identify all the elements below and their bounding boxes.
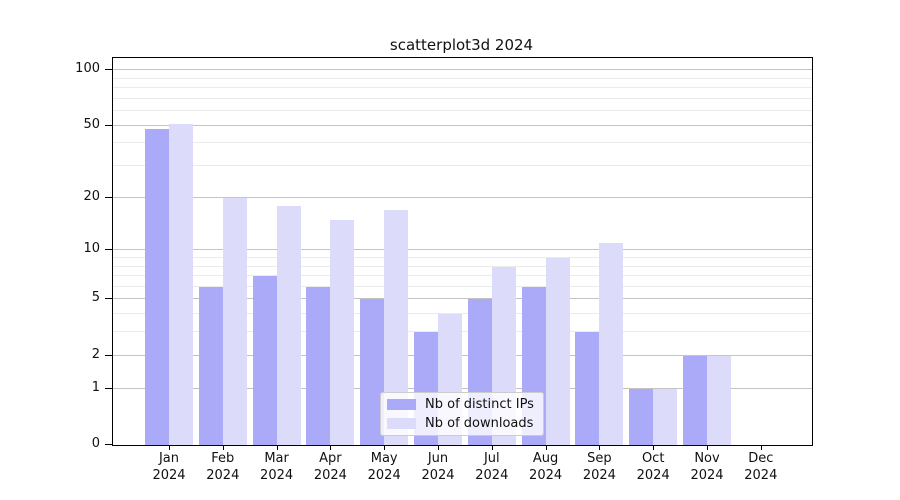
- gridline-major: [113, 249, 812, 251]
- y-tick-label: 5: [91, 290, 100, 306]
- bar-distinct-ips-nov: [683, 355, 707, 445]
- x-tick-label: May 2024: [367, 451, 401, 483]
- x-tick-mark: [330, 445, 332, 450]
- y-tick-mark: [105, 387, 112, 389]
- gridline-minor: [113, 313, 812, 315]
- bar-downloads-nov: [707, 355, 731, 445]
- x-tick-label: Apr 2024: [313, 451, 347, 483]
- legend: Nb of distinct IPs Nb of downloads: [380, 392, 544, 436]
- y-tick-label: 0: [91, 436, 100, 451]
- bar-downloads-aug: [545, 257, 570, 445]
- x-tick-label: Jul 2024: [475, 451, 509, 483]
- x-tick-label: Aug 2024: [529, 451, 563, 483]
- gridline-minor: [113, 87, 812, 89]
- y-tick-mark: [105, 69, 112, 71]
- bar-distinct-ips-feb: [198, 286, 223, 445]
- gridline-major: [113, 387, 812, 389]
- bar-downloads-oct: [653, 388, 678, 445]
- x-tick-mark: [653, 445, 655, 450]
- y-tick-mark: [105, 249, 112, 251]
- legend-entry-downloads: Nb of downloads: [387, 416, 543, 431]
- x-tick-mark: [384, 445, 386, 450]
- bar-distinct-ips-oct: [629, 388, 654, 445]
- x-tick-label: Jan 2024: [152, 451, 186, 483]
- x-tick-mark: [491, 445, 493, 450]
- gridline-major: [113, 69, 812, 71]
- x-tick-mark: [599, 445, 601, 450]
- gridline-major: [113, 124, 812, 126]
- x-tick-label: Dec 2024: [744, 451, 778, 483]
- bar-downloads-sep: [599, 243, 624, 445]
- y-tick-label: 100: [75, 61, 100, 77]
- x-tick-label: Nov 2024: [690, 451, 724, 483]
- gridline-minor: [113, 110, 812, 112]
- x-tick-mark: [438, 445, 439, 450]
- gridline-minor: [113, 77, 812, 79]
- bar-distinct-ips-jan: [145, 128, 169, 445]
- x-tick-label: Feb 2024: [206, 451, 240, 483]
- legend-swatch-distinct-ips: [387, 399, 416, 410]
- gridline-minor: [113, 331, 812, 333]
- y-tick-label: 2: [91, 346, 100, 362]
- x-tick-label: Sep 2024: [582, 451, 616, 483]
- gridline-minor: [113, 265, 812, 267]
- plot-area: [112, 57, 813, 446]
- bar-distinct-ips-sep: [575, 332, 600, 445]
- bar-distinct-ips-apr: [306, 286, 331, 445]
- chart-title: scatterplot3d 2024: [389, 36, 534, 54]
- bar-downloads-feb: [222, 197, 247, 445]
- gridline-major: [113, 298, 812, 300]
- y-tick-mark: [105, 354, 112, 356]
- x-tick-mark: [169, 445, 170, 450]
- x-tick-mark: [276, 445, 278, 450]
- legend-entry-distinct-ips: Nb of distinct IPs: [387, 397, 543, 412]
- bar-downloads-apr: [330, 219, 355, 445]
- gridline-minor: [113, 275, 812, 277]
- gridline-minor: [113, 285, 812, 287]
- y-tick-mark: [105, 298, 112, 300]
- y-tick-label: 50: [83, 116, 100, 132]
- legend-swatch-downloads: [387, 418, 416, 429]
- x-tick-mark: [760, 445, 762, 450]
- x-tick-mark: [707, 445, 708, 450]
- y-tick-label: 20: [83, 188, 100, 204]
- x-tick-label: Oct 2024: [636, 451, 670, 483]
- y-tick-label: 1: [91, 379, 100, 395]
- legend-label-distinct-ips: Nb of distinct IPs: [425, 397, 534, 412]
- x-tick-label: Mar 2024: [260, 451, 294, 483]
- gridline-major: [113, 354, 812, 356]
- y-tick-mark: [105, 444, 112, 445]
- y-tick-mark: [105, 124, 112, 126]
- bar-downloads-jan: [169, 124, 193, 445]
- gridline-minor: [113, 142, 812, 144]
- gridline-minor: [113, 97, 812, 99]
- x-tick-mark: [222, 445, 224, 450]
- bar-downloads-mar: [276, 205, 301, 445]
- gridline-major: [113, 196, 812, 198]
- x-tick-mark: [545, 445, 547, 450]
- y-tick-mark: [105, 196, 112, 198]
- y-tick-label: 10: [83, 241, 100, 257]
- x-tick-label: Jun 2024: [421, 451, 455, 483]
- bar-distinct-ips-mar: [252, 276, 277, 445]
- gridline-minor: [113, 165, 812, 167]
- legend-label-downloads: Nb of downloads: [425, 416, 534, 431]
- gridline-minor: [113, 256, 812, 258]
